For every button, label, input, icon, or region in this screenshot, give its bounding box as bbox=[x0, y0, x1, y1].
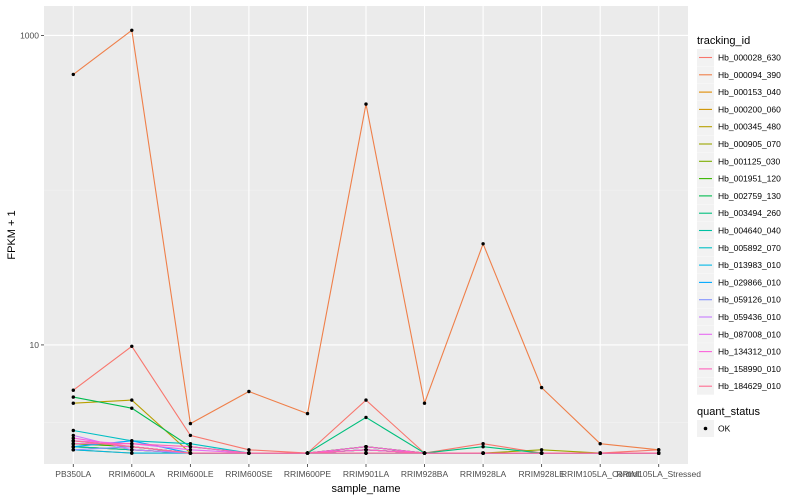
legend-items: Hb_000028_630 Hb_000094_390 Hb_000153_040 H… bbox=[697, 49, 781, 395]
x-tick-label: RRIM928BA bbox=[401, 469, 449, 479]
legend-label: Hb_002759_130 bbox=[718, 191, 781, 201]
data-point bbox=[130, 28, 134, 32]
legend-label: Hb_013983_010 bbox=[718, 260, 781, 270]
legend-label: Hb_003494_260 bbox=[718, 208, 781, 218]
data-point bbox=[539, 385, 544, 390]
data-point bbox=[130, 406, 134, 410]
data-point bbox=[130, 439, 134, 443]
data-point bbox=[364, 445, 368, 449]
x-tick-label: RRIM600LE bbox=[167, 469, 214, 479]
legend-label: Hb_158990_010 bbox=[718, 364, 781, 374]
data-point bbox=[130, 445, 134, 449]
data-point bbox=[305, 411, 310, 416]
data-point bbox=[130, 398, 134, 402]
data-point bbox=[364, 398, 368, 402]
x-tick-label: RRIM600PE bbox=[284, 469, 332, 479]
data-point bbox=[247, 389, 251, 394]
legend-label: Hb_134312_010 bbox=[718, 347, 781, 357]
data-point bbox=[71, 395, 76, 399]
legend-label: Hb_000345_480 bbox=[718, 122, 781, 132]
y-axis: 10 1000 bbox=[20, 30, 44, 350]
data-point bbox=[71, 433, 76, 438]
x-axis: PB350LA RRIM600LA RRIM600LE RRIM600SE RRIM60… bbox=[55, 464, 701, 479]
data-point bbox=[188, 442, 193, 446]
legend: tracking_id Hb_000028_630Hb_000094_390Hb… bbox=[697, 35, 781, 437]
legend-label: Hb_000153_040 bbox=[718, 87, 781, 97]
data-point bbox=[71, 428, 76, 433]
data-point bbox=[71, 448, 76, 452]
x-tick-label: RRIM105LA_Control bbox=[561, 469, 640, 479]
legend-label: Hb_004640_040 bbox=[718, 226, 781, 236]
data-point bbox=[364, 448, 368, 452]
legend-label: Hb_000094_390 bbox=[718, 70, 781, 80]
data-point bbox=[305, 451, 310, 455]
x-tick-label: RRIM928LE bbox=[518, 469, 565, 479]
data-point bbox=[539, 451, 544, 455]
data-point bbox=[364, 102, 368, 106]
data-point bbox=[188, 421, 193, 426]
data-point bbox=[364, 451, 368, 455]
data-point bbox=[188, 451, 193, 455]
x-tick-label: RRIM105LA_Stressed bbox=[616, 469, 701, 479]
data-point bbox=[71, 439, 76, 443]
data-point bbox=[71, 72, 76, 77]
data-point bbox=[71, 401, 76, 405]
data-point bbox=[539, 448, 544, 452]
data-point bbox=[71, 388, 76, 392]
data-point bbox=[422, 401, 427, 405]
x-tick-label: RRIM901LA bbox=[343, 469, 390, 479]
data-point bbox=[481, 442, 485, 446]
data-point bbox=[130, 448, 134, 452]
data-points bbox=[71, 28, 661, 455]
grid-lines bbox=[44, 6, 688, 464]
data-point bbox=[598, 442, 602, 446]
data-point bbox=[71, 445, 76, 449]
data-point bbox=[130, 344, 134, 348]
data-point bbox=[188, 448, 193, 452]
legend-label: Hb_000200_060 bbox=[718, 104, 781, 114]
legend-label: Hb_087008_010 bbox=[718, 329, 781, 339]
y-axis-title: FPKM + 1 bbox=[6, 210, 18, 259]
legend-label: Hb_000905_070 bbox=[718, 139, 781, 149]
data-point bbox=[247, 451, 251, 455]
data-point bbox=[364, 415, 368, 420]
legend-point-title: quant_status bbox=[697, 406, 760, 418]
data-point bbox=[188, 433, 193, 438]
data-point bbox=[422, 451, 427, 455]
y-tick-label: 1000 bbox=[20, 30, 39, 40]
legend-label: Hb_005892_070 bbox=[718, 243, 781, 253]
data-point bbox=[481, 242, 485, 246]
x-tick-label: RRIM600LA bbox=[109, 469, 156, 479]
legend-title: tracking_id bbox=[697, 35, 750, 47]
legend-label: Hb_059436_010 bbox=[718, 312, 781, 322]
x-tick-label: PB350LA bbox=[55, 469, 91, 479]
data-point bbox=[657, 451, 661, 455]
data-point bbox=[247, 448, 251, 452]
data-point bbox=[71, 442, 76, 446]
data-point bbox=[481, 445, 485, 449]
legend-label: Hb_000028_630 bbox=[718, 53, 781, 63]
data-point bbox=[598, 451, 602, 455]
data-point bbox=[71, 436, 76, 440]
legend-label: Hb_001951_120 bbox=[718, 174, 781, 184]
legend-label: Hb_029866_010 bbox=[718, 277, 781, 287]
data-point bbox=[130, 442, 134, 446]
legend-label: Hb_184629_010 bbox=[718, 381, 781, 391]
x-tick-label: RRIM928LA bbox=[460, 469, 507, 479]
data-point bbox=[188, 445, 193, 449]
legend-label: Hb_001125_030 bbox=[718, 156, 781, 166]
data-point bbox=[481, 451, 485, 455]
data-point bbox=[657, 448, 661, 452]
y-tick-label: 10 bbox=[30, 340, 40, 350]
data-point bbox=[130, 451, 134, 455]
legend-label: Hb_059126_010 bbox=[718, 295, 781, 305]
legend-point-label: OK bbox=[718, 424, 731, 434]
x-tick-label: RRIM600SE bbox=[225, 469, 273, 479]
legend-point-marker bbox=[703, 426, 708, 431]
x-axis-title: sample_name bbox=[331, 483, 400, 495]
